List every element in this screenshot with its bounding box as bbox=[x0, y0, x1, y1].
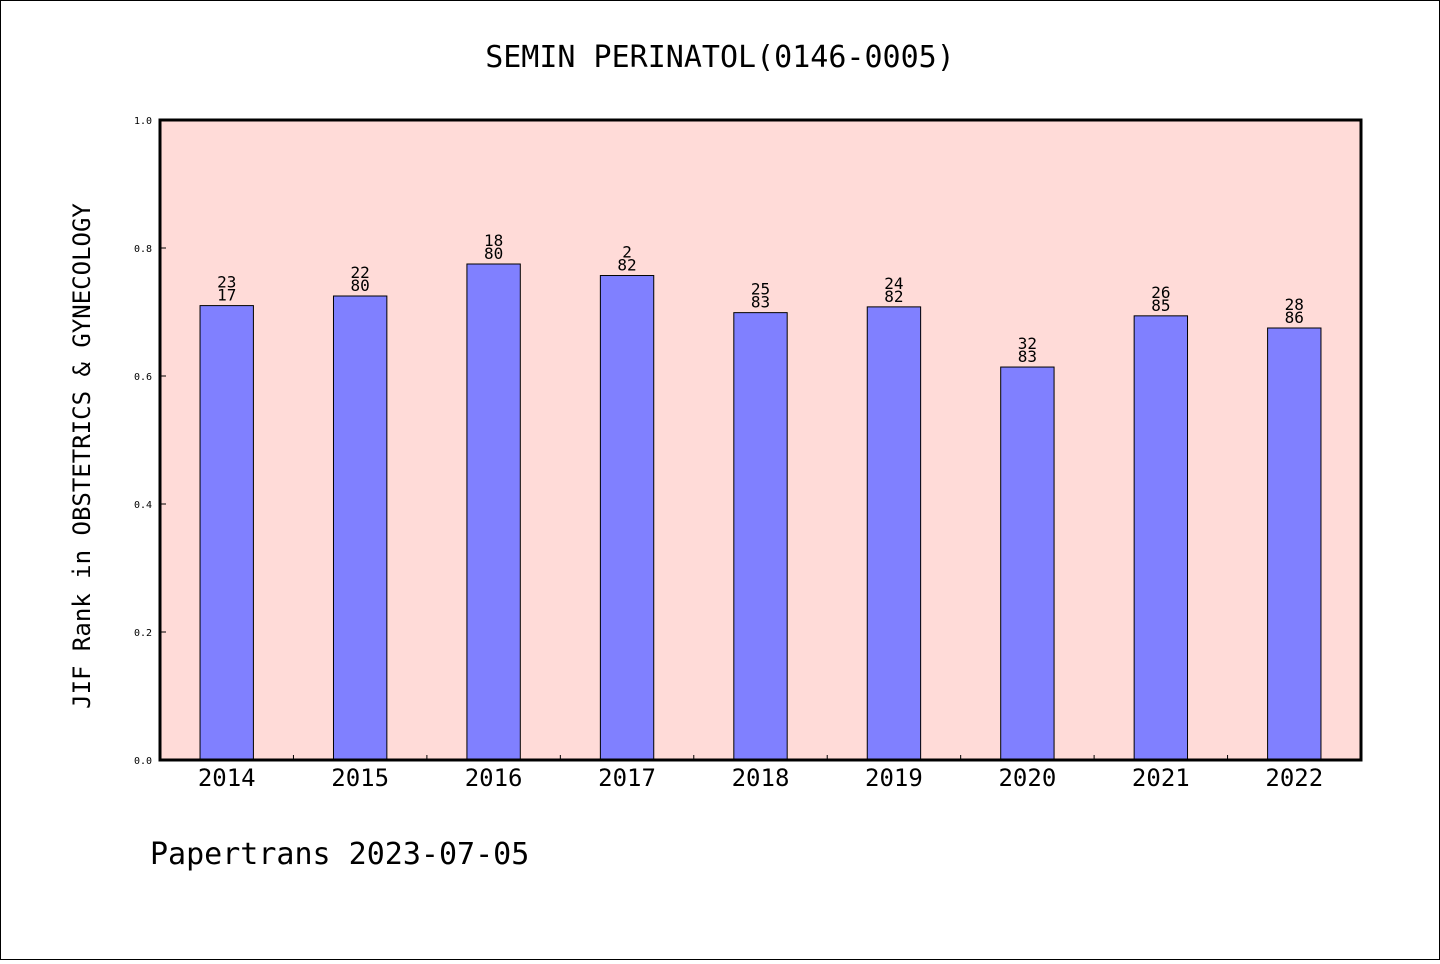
footer-credit: Papertrans 2023-07-05 bbox=[150, 837, 529, 872]
bar-2022 bbox=[1267, 327, 1322, 761]
bar-2014 bbox=[199, 305, 254, 761]
bar-label-total: 85 bbox=[1151, 296, 1170, 315]
bar-label-total: 80 bbox=[484, 244, 503, 263]
bar-label-rank: 23 bbox=[217, 273, 236, 292]
bar-label-total: 83 bbox=[751, 293, 770, 312]
bar-2018 bbox=[733, 312, 788, 761]
bar-2015 bbox=[332, 295, 388, 761]
bar-label-rank: 26 bbox=[1151, 283, 1170, 302]
bar-2021 bbox=[1133, 315, 1189, 761]
y-tick-label: 0.0 bbox=[134, 756, 152, 767]
bar-label-total: 82 bbox=[617, 256, 636, 275]
bar-label-rank: 24 bbox=[884, 274, 903, 293]
y-tick-label: 1.0 bbox=[134, 116, 152, 127]
bar-label-total: 86 bbox=[1285, 308, 1304, 327]
x-axis: 2014 2015 2016 2017 2018 2019 2020 2021 2022 bbox=[198, 755, 1323, 792]
x-tick-label: 2021 bbox=[1132, 764, 1190, 792]
y-tick-label: 0.2 bbox=[134, 628, 152, 639]
bar-label-total: 17 bbox=[217, 286, 236, 305]
x-tick-label: 2015 bbox=[331, 764, 389, 792]
x-tick-label: 2022 bbox=[1265, 764, 1323, 792]
y-tick-label: 0.6 bbox=[134, 372, 152, 383]
bar-label-total: 80 bbox=[351, 276, 370, 295]
bar-label-rank: 22 bbox=[351, 263, 370, 282]
plot-border bbox=[158, 118, 1363, 762]
bar-2020 bbox=[1000, 366, 1055, 761]
bar-label-rank: 2 bbox=[622, 243, 632, 262]
x-tick-label: 2014 bbox=[198, 764, 256, 792]
x-tick-label: 2019 bbox=[865, 764, 923, 792]
bar-2019 bbox=[866, 306, 922, 761]
bar-label-total: 83 bbox=[1018, 347, 1037, 366]
bar-label-total: 82 bbox=[884, 287, 903, 306]
bar-label-rank: 28 bbox=[1285, 295, 1304, 314]
bar-2017 bbox=[599, 275, 655, 761]
bar-label-rank: 18 bbox=[484, 231, 503, 250]
x-tick-label: 2016 bbox=[465, 764, 523, 792]
y-tick-label: 0.4 bbox=[134, 500, 152, 511]
x-tick-label: 2018 bbox=[732, 764, 790, 792]
x-tick-label: 2017 bbox=[598, 764, 656, 792]
chart-title: SEMIN PERINATOL(0146-0005) bbox=[485, 40, 955, 75]
x-tick-label: 2020 bbox=[998, 764, 1056, 792]
y-tick-label: 0.8 bbox=[134, 244, 152, 255]
bar-label-rank: 32 bbox=[1018, 334, 1037, 353]
bar-label-rank: 25 bbox=[751, 280, 770, 299]
y-axis-label: JIF Rank in OBSTETRICS & GYNECOLOGY bbox=[68, 203, 96, 709]
bar-2016 bbox=[466, 263, 521, 761]
